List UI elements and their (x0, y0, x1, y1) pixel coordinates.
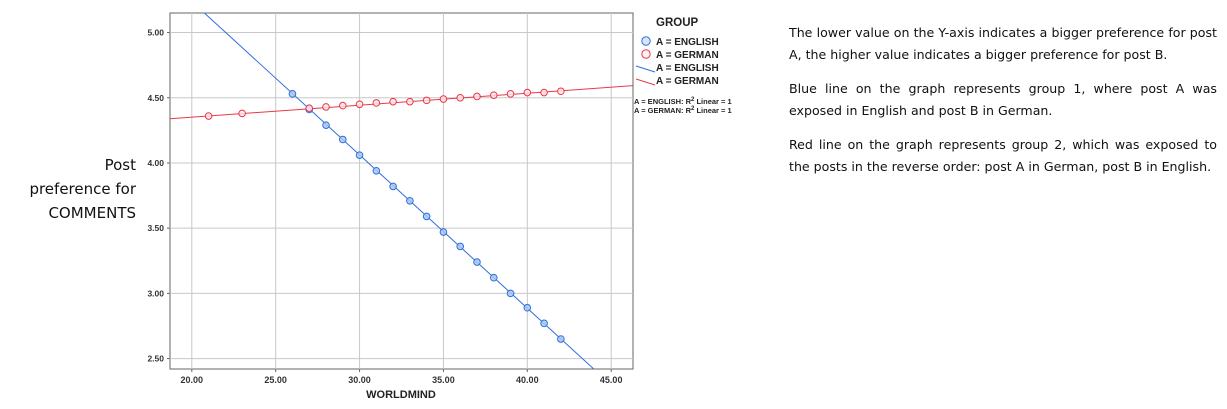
y-axis-ticks: 2.50 3.00 3.50 4.00 4.50 5.00 (147, 28, 170, 364)
note-blue-line: Blue line on the graph represents group … (789, 81, 1217, 118)
data-point-german (540, 88, 548, 97)
data-point-english (355, 151, 364, 159)
data-point-german (305, 104, 314, 112)
legend-fit-note-english: A = ENGLISH: R2 Linear = 1 (634, 97, 732, 106)
data-point-english (506, 289, 515, 298)
fit-line-german (170, 85, 633, 120)
legend-label-german-points: A = GERMAN (656, 50, 719, 61)
data-point-german (389, 97, 397, 106)
data-point-german (489, 91, 498, 99)
legend-marker-english (641, 36, 651, 46)
data-point-german (355, 100, 364, 109)
data-point-german (322, 103, 330, 111)
x-tick-label: 40.00 (516, 375, 539, 385)
x-tick-label: 20.00 (181, 375, 204, 385)
legend-label-english-points: A = ENGLISH (656, 37, 719, 48)
note-red-line: Red line on the graph represents group 2… (789, 137, 1217, 174)
data-point-german (439, 95, 448, 103)
y-tick-label: 3.00 (147, 288, 164, 298)
y-tick-label: 4.50 (147, 93, 164, 103)
data-point-english (389, 182, 397, 191)
legend-title: GROUP (656, 17, 699, 29)
data-point-german (456, 93, 465, 102)
y-tick-label: 5.00 (147, 28, 164, 38)
data-point-german (204, 112, 213, 120)
data-point-english (288, 90, 297, 98)
data-point-english (338, 135, 347, 144)
x-tick-label: 30.00 (348, 375, 371, 385)
y-axis-title-line-2: preference for (29, 180, 136, 198)
data-point-german (406, 97, 414, 106)
data-point-english (473, 258, 481, 266)
y-tick-label: 2.50 (147, 354, 164, 364)
x-tick-label: 25.00 (264, 375, 287, 385)
x-axis-label: WORLDMIND (366, 389, 436, 401)
data-point-english (540, 319, 548, 328)
x-tick-label: 35.00 (432, 375, 455, 385)
y-axis-title-line-1: Post (104, 156, 136, 174)
data-point-english (406, 196, 414, 205)
data-point-german (338, 101, 347, 110)
data-point-english (439, 228, 448, 236)
legend-label-german-line: A = GERMAN (656, 76, 719, 87)
legend: GROUP A = ENGLISH A = GERMAN A = ENGLISH… (634, 17, 732, 115)
legend-line-english (635, 65, 656, 73)
y-tick-label: 3.50 (147, 223, 164, 233)
fit-line-english (203, 13, 595, 369)
legend-fit-note-german: A = GERMAN: R2 Linear = 1 (634, 106, 732, 115)
data-point-english (456, 242, 465, 251)
data-point-german (372, 99, 381, 107)
data-point-german (422, 96, 431, 105)
note-y-axis-meaning: The lower value on the Y-axis indicates … (789, 25, 1217, 62)
legend-label-english-line: A = ENGLISH (656, 63, 719, 74)
legend-line-german (635, 78, 656, 86)
data-point-german (506, 90, 515, 98)
data-point-english (557, 335, 565, 343)
data-point-german (523, 88, 532, 97)
data-point-english (489, 273, 498, 282)
x-axis-ticks: 20.00 25.00 30.00 35.00 40.00 45.00 (181, 369, 623, 385)
x-tick-label: 45.00 (600, 375, 623, 385)
data-point-german (238, 109, 246, 118)
data-point-english (322, 121, 330, 129)
y-axis-title-line-3: COMMENTS (48, 204, 136, 222)
plot-area (169, 12, 634, 370)
grid (170, 13, 633, 369)
data-points (204, 87, 565, 343)
data-point-english (422, 212, 431, 221)
data-point-english (372, 166, 381, 175)
data-point-german (557, 87, 565, 96)
y-axis-title: Post preference for COMMENTS (10, 153, 136, 225)
explanation-notes: The lower value on the Y-axis indicates … (789, 22, 1217, 190)
fit-lines (170, 13, 633, 369)
legend-marker-german (641, 49, 651, 59)
data-point-english (523, 303, 532, 312)
data-point-german (473, 92, 481, 101)
y-tick-label: 4.00 (147, 158, 164, 168)
